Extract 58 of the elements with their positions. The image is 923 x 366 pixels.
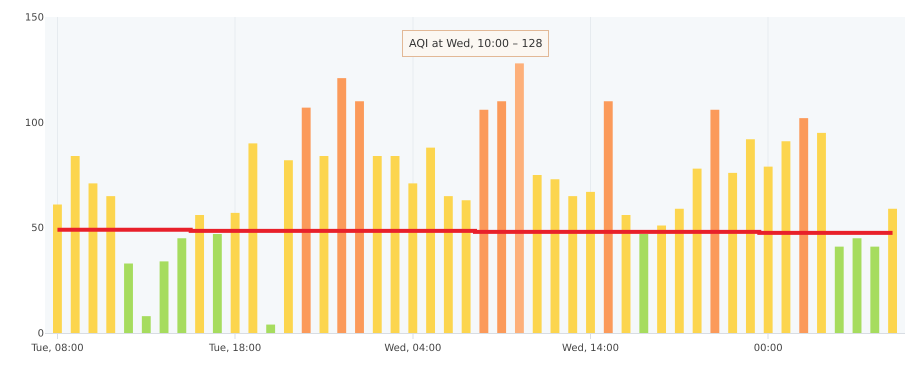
bar xyxy=(70,156,80,333)
bar xyxy=(746,139,755,333)
bar xyxy=(142,316,151,333)
bar xyxy=(870,246,880,333)
bar xyxy=(799,118,808,333)
bar xyxy=(710,110,720,333)
y-tick-label: 150 xyxy=(24,12,44,24)
bar xyxy=(320,156,328,333)
bar xyxy=(230,212,240,333)
bar xyxy=(888,208,897,333)
bar xyxy=(764,166,773,333)
bar xyxy=(782,141,790,333)
bar xyxy=(53,204,62,333)
bar xyxy=(88,183,98,333)
bar xyxy=(177,238,186,333)
bar xyxy=(284,160,293,333)
bar xyxy=(248,143,258,333)
y-tick-label: 0 xyxy=(38,328,44,340)
bar xyxy=(622,215,630,333)
bar xyxy=(160,261,168,333)
bar xyxy=(817,132,826,333)
bar xyxy=(497,101,506,333)
x-tick-label: Wed, 04:00 xyxy=(384,343,442,354)
bar xyxy=(834,246,844,333)
bar xyxy=(550,179,560,333)
bar xyxy=(852,238,862,333)
bar xyxy=(462,200,471,333)
bar xyxy=(195,215,204,333)
bar xyxy=(444,196,453,333)
bar xyxy=(479,110,488,333)
bar xyxy=(586,192,595,333)
bar xyxy=(390,156,400,333)
bar xyxy=(728,172,738,333)
bar xyxy=(106,196,116,333)
x-tick-label: 00:00 xyxy=(754,343,783,354)
bar xyxy=(604,101,613,333)
y-tick-label: 100 xyxy=(24,118,44,129)
x-tick-label: Wed, 14:00 xyxy=(562,343,619,354)
bar xyxy=(355,101,364,333)
bar xyxy=(266,324,276,333)
bar xyxy=(514,63,524,333)
annotation: AQI at Wed, 10:00 – 128 xyxy=(409,37,542,50)
bar xyxy=(692,168,702,333)
bar xyxy=(337,78,346,333)
bar xyxy=(426,148,436,333)
x-tick-label: Tue, 18:00 xyxy=(208,343,262,354)
bar xyxy=(372,156,382,333)
y-tick-label: 50 xyxy=(31,223,44,234)
bar xyxy=(212,234,222,333)
bar xyxy=(302,108,311,333)
bar xyxy=(532,175,542,333)
bar xyxy=(568,196,578,333)
bar xyxy=(408,183,418,333)
x-tick-label: Tue, 08:00 xyxy=(30,343,84,354)
bar xyxy=(657,226,666,333)
bar xyxy=(124,263,133,333)
bar xyxy=(639,234,648,333)
bar xyxy=(674,208,684,333)
